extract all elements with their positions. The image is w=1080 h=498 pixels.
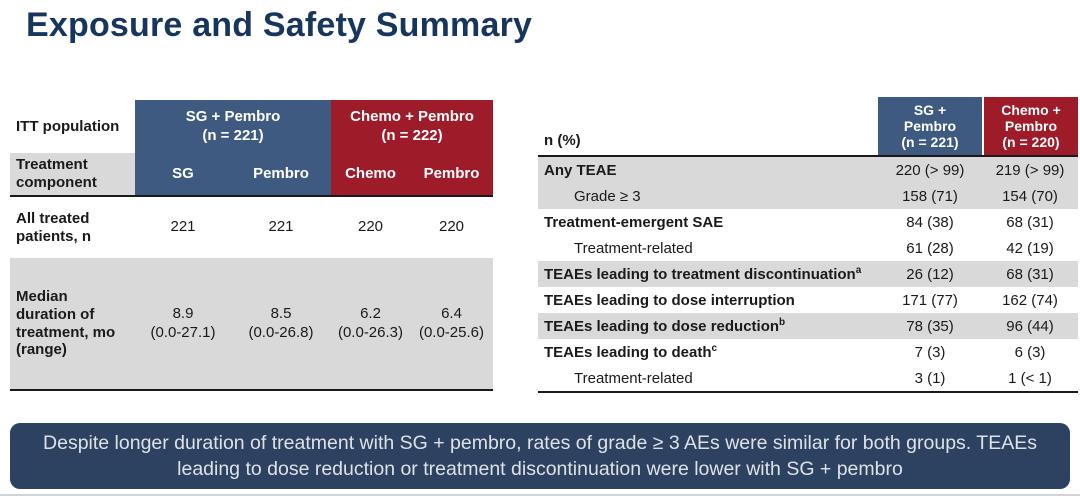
summary-banner: Despite longer duration of treatment wit…: [10, 423, 1070, 489]
n-percent-label: n (%): [544, 132, 581, 149]
cell-value: 162 (74): [1002, 291, 1058, 309]
cell-value: 3 (1): [914, 369, 946, 387]
cell-value: 220: [438, 218, 465, 236]
cell-value: 154 (70): [1002, 187, 1058, 205]
cell-value: 96 (44): [1006, 317, 1054, 335]
row-label-all-treated: All treated patients, n: [16, 209, 92, 245]
cell-value: 6.4 (0.0-25.6): [418, 304, 485, 341]
table-row: All treated patients, n 221 221 220 220: [10, 197, 493, 258]
cell-value: 220: [357, 218, 384, 236]
component-header-sg: SG: [135, 153, 231, 195]
bottom-divider: [0, 494, 1080, 496]
row-label-median-duration: Median duration of treatment, mo (range): [10, 258, 135, 389]
page-title: Exposure and Safety Summary: [26, 6, 533, 44]
cell-value: 219 (> 99): [995, 161, 1065, 179]
row-label: Grade ≥ 3: [574, 188, 641, 205]
table-row: TEAEs leading to dose interruption 171 (…: [538, 287, 1078, 313]
cell-value: 8.5 (0.0-26.8): [248, 304, 314, 341]
row-label: TEAEs leading to dose reductionb: [544, 317, 786, 335]
table-row: Median duration of treatment, mo (range)…: [10, 258, 493, 391]
cell-value: 1 (< 1): [1008, 369, 1052, 387]
cell-value: 42 (19): [1006, 239, 1054, 257]
row-label: Any TEAE: [544, 162, 617, 179]
table-row: TEAEs leading to deathc 7 (3) 6 (3): [538, 339, 1078, 365]
row-label: Treatment-emergent SAE: [544, 214, 724, 231]
cell-value: 171 (77): [902, 291, 958, 309]
group-header-chemo-pembro: Chemo + Pembro (n = 222): [331, 100, 493, 153]
component-header-pembro-1: Pembro: [231, 153, 331, 195]
exposure-header-row-groups: ITT population SG + Pembro (n = 221) Che…: [10, 100, 493, 153]
table-row: TEAEs leading to treatment discontinuati…: [538, 261, 1078, 287]
safety-header-row: n (%) SG + Pembro (n = 221) Chemo + Pemb…: [538, 97, 1078, 157]
cell-value: 6 (3): [1014, 343, 1046, 361]
summary-banner-text: Despite longer duration of treatment wit…: [43, 431, 1037, 480]
table-row: Treatment-related 3 (1) 1 (< 1): [538, 365, 1078, 393]
cell-value: 68 (31): [1006, 265, 1054, 283]
cell-value: 6.2 (0.0-26.3): [337, 304, 404, 341]
exposure-table: ITT population SG + Pembro (n = 221) Che…: [10, 100, 493, 391]
itt-population-label: ITT population: [16, 117, 120, 135]
table-row: Any TEAE 220 (> 99) 219 (> 99): [538, 157, 1078, 183]
table-row: Treatment-related 61 (28) 42 (19): [538, 235, 1078, 261]
table-row: Grade ≥ 3 158 (71) 154 (70): [538, 183, 1078, 209]
column-header-sg-pembro: SG + Pembro (n = 221): [878, 97, 982, 155]
safety-table: n (%) SG + Pembro (n = 221) Chemo + Pemb…: [538, 97, 1078, 393]
cell-value: 158 (71): [902, 187, 958, 205]
row-label: TEAEs leading to dose interruption: [544, 292, 795, 309]
cell-value: 221: [268, 218, 294, 236]
cell-value: 7 (3): [914, 343, 946, 361]
cell-value: 78 (35): [906, 317, 954, 335]
table-row: Treatment-emergent SAE 84 (38) 68 (31): [538, 209, 1078, 235]
cell-value: 26 (12): [906, 265, 954, 283]
table-row: TEAEs leading to dose reductionb 78 (35)…: [538, 313, 1078, 339]
cell-value: 68 (31): [1006, 213, 1054, 231]
row-label: Treatment-related: [574, 240, 693, 257]
cell-value: 61 (28): [906, 239, 954, 257]
component-header-pembro-2: Pembro: [410, 153, 493, 195]
row-label: Treatment-related: [574, 370, 693, 387]
cell-value: 221: [170, 218, 196, 236]
column-header-chemo-pembro: Chemo + Pembro (n = 220): [982, 97, 1078, 155]
treatment-component-label: Treatment component: [10, 153, 135, 195]
row-label: TEAEs leading to treatment discontinuati…: [544, 265, 862, 283]
row-label: TEAEs leading to deathc: [544, 343, 718, 361]
cell-value: 8.9 (0.0-27.1): [150, 304, 216, 341]
group-header-sg-pembro: SG + Pembro (n = 221): [135, 100, 331, 153]
component-header-chemo: Chemo: [331, 153, 410, 195]
cell-value: 220 (> 99): [895, 161, 965, 179]
exposure-header-row-components: Treatment component SG Pembro Chemo Pemb…: [10, 153, 493, 197]
cell-value: 84 (38): [906, 213, 954, 231]
